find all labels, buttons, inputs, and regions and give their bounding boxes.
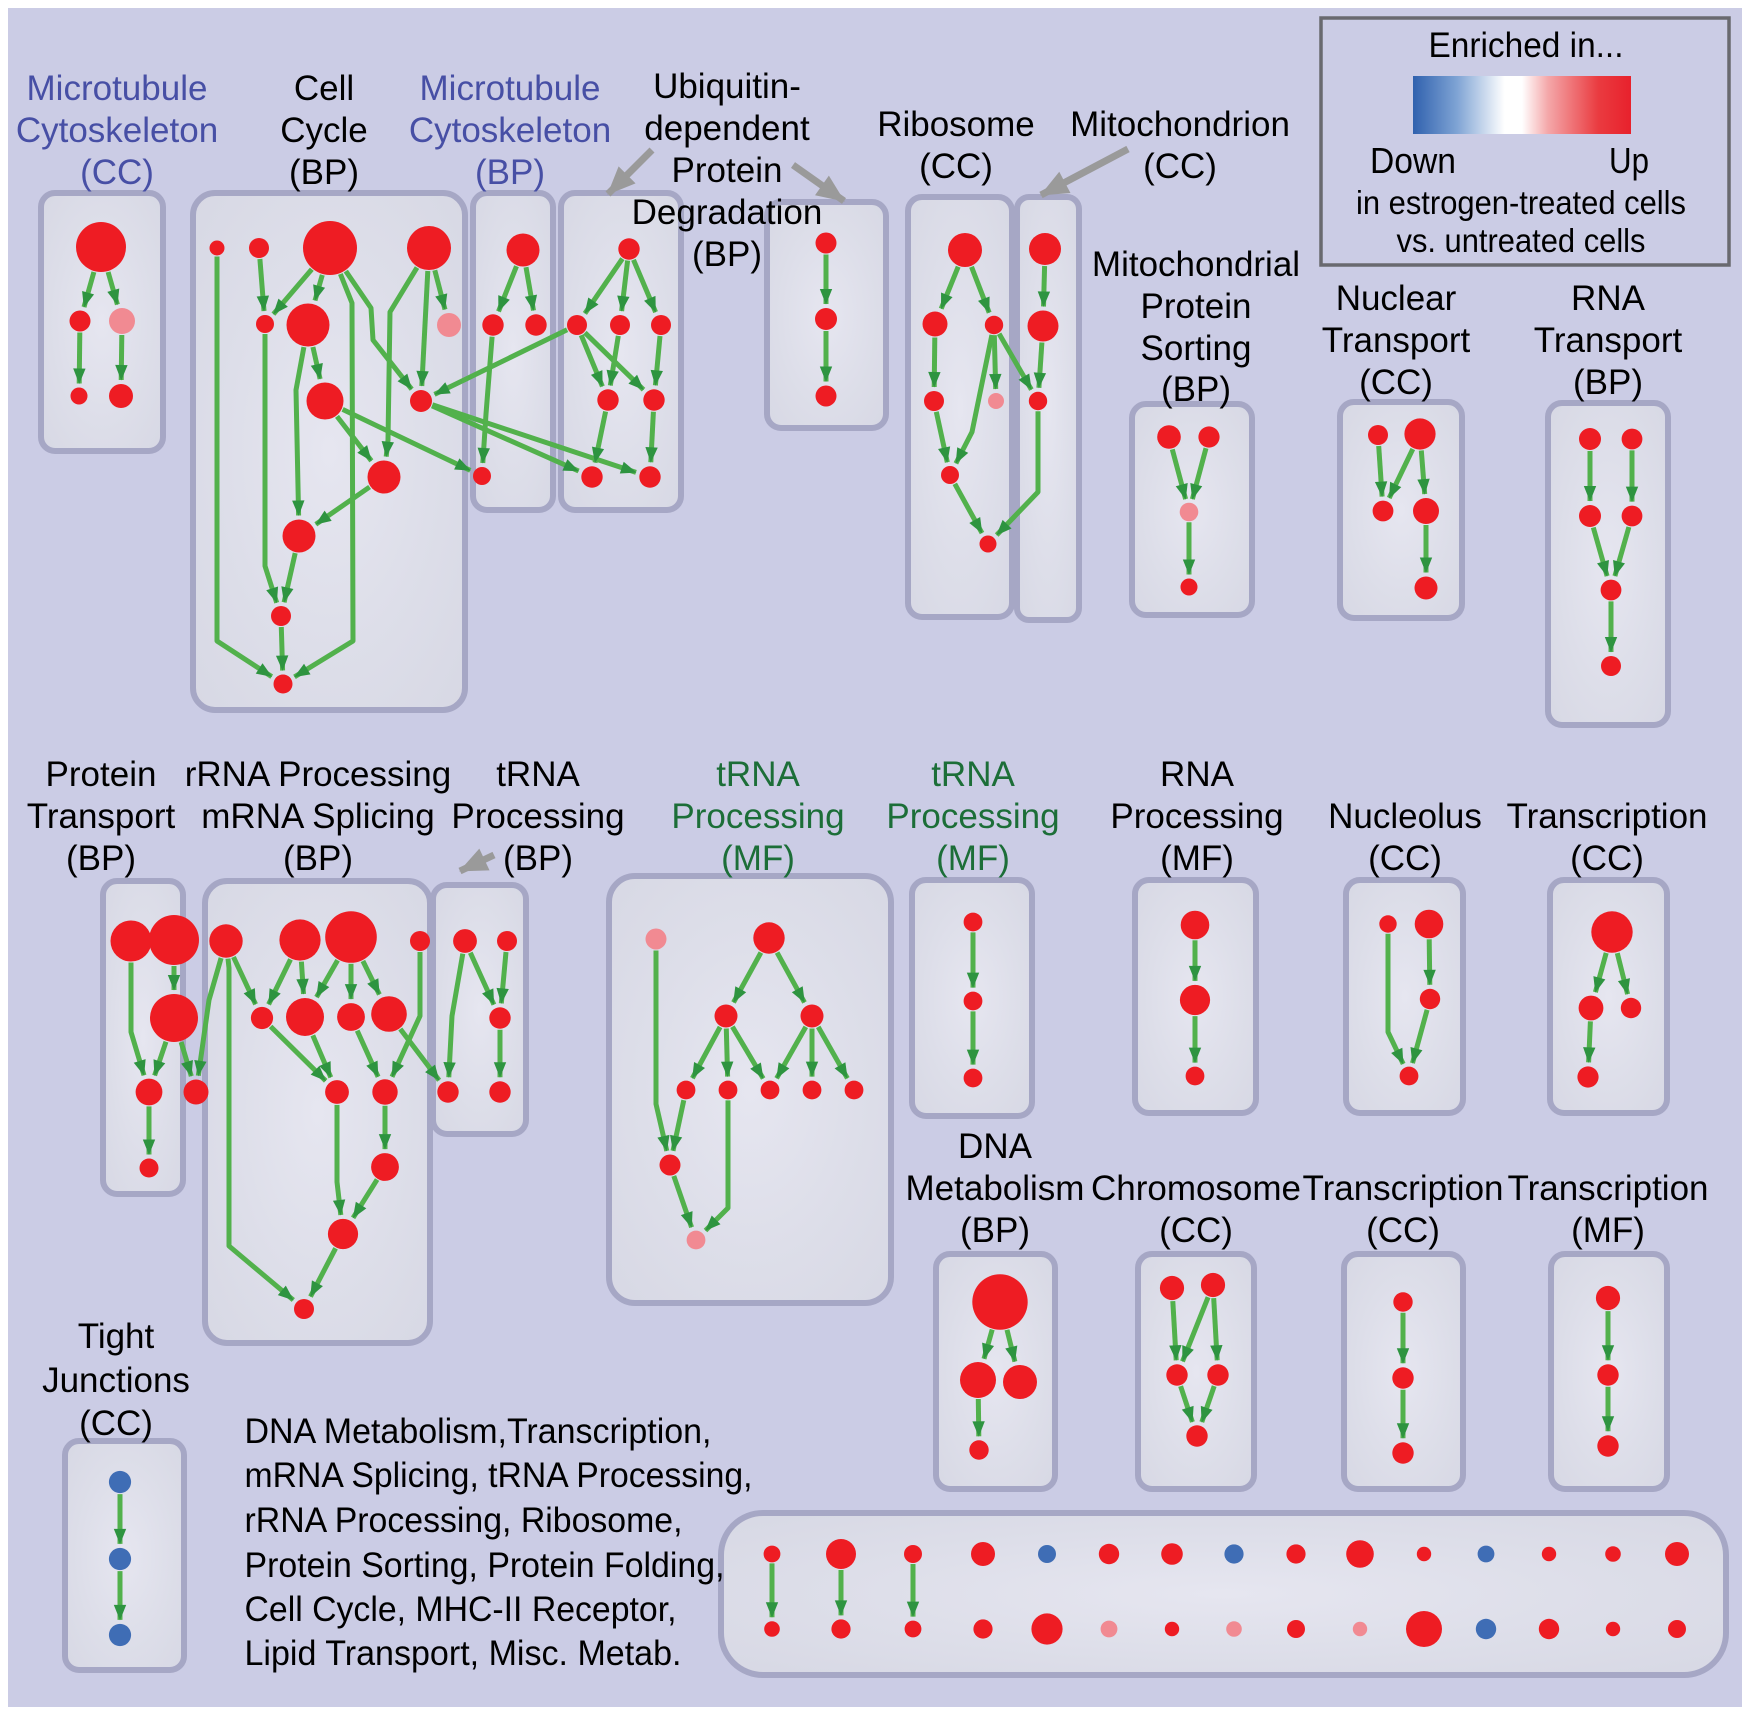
svg-text:(BP): (BP) [692, 235, 762, 274]
svg-text:Cycle: Cycle [280, 111, 368, 150]
svg-text:Metabolism: Metabolism [906, 1169, 1085, 1208]
svg-text:Transport: Transport [27, 797, 176, 836]
svg-text:Mitochondrial: Mitochondrial [1092, 245, 1300, 284]
svg-text:Protein: Protein [1141, 287, 1252, 326]
svg-text:(MF): (MF) [1571, 1211, 1645, 1250]
svg-text:Protein: Protein [672, 151, 783, 190]
svg-text:(BP): (BP) [283, 839, 353, 878]
svg-text:Transcription: Transcription [1507, 797, 1708, 836]
svg-text:DNA: DNA [958, 1127, 1033, 1166]
svg-text:Cytoskeleton: Cytoskeleton [409, 111, 611, 150]
svg-text:Cell Cycle, MHC-II Receptor,: Cell Cycle, MHC-II Receptor, [245, 1590, 677, 1629]
svg-text:Microtubule: Microtubule [420, 69, 601, 108]
svg-text:rRNA Processing, Ribosome,: rRNA Processing, Ribosome, [245, 1501, 683, 1540]
svg-text:(CC): (CC) [919, 147, 993, 186]
svg-text:(CC): (CC) [1159, 1211, 1233, 1250]
svg-text:Lipid Transport, Misc. Metab.: Lipid Transport, Misc. Metab. [245, 1634, 682, 1673]
svg-text:Degradation: Degradation [632, 193, 823, 232]
svg-text:RNA: RNA [1571, 279, 1646, 318]
svg-text:(CC): (CC) [1143, 147, 1217, 186]
svg-text:Chromosome: Chromosome [1091, 1169, 1301, 1208]
svg-text:tRNA: tRNA [716, 755, 800, 794]
svg-text:Up: Up [1609, 140, 1649, 181]
svg-text:Processing: Processing [671, 797, 844, 836]
svg-text:(CC): (CC) [79, 1404, 153, 1443]
svg-text:Processing: Processing [451, 797, 624, 836]
svg-text:Transport: Transport [1322, 321, 1471, 360]
svg-text:Processing: Processing [886, 797, 1059, 836]
svg-text:Ubiquitin-: Ubiquitin- [653, 67, 801, 106]
svg-text:(BP): (BP) [960, 1211, 1030, 1250]
svg-text:(CC): (CC) [1366, 1211, 1440, 1250]
svg-text:Nucleolus: Nucleolus [1328, 797, 1482, 836]
svg-text:(CC): (CC) [1359, 363, 1433, 402]
svg-text:mRNA Splicing, tRNA Processing: mRNA Splicing, tRNA Processing, [245, 1456, 753, 1495]
svg-text:Protein: Protein [46, 755, 157, 794]
svg-text:Transcription: Transcription [1303, 1169, 1504, 1208]
svg-text:Transport: Transport [1534, 321, 1683, 360]
svg-text:(BP): (BP) [503, 839, 573, 878]
svg-text:(BP): (BP) [66, 839, 136, 878]
svg-text:(CC): (CC) [80, 153, 154, 192]
svg-text:Microtubule: Microtubule [27, 69, 208, 108]
svg-text:DNA Metabolism,Transcription,: DNA Metabolism,Transcription, [245, 1412, 712, 1451]
svg-text:Mitochondrion: Mitochondrion [1070, 105, 1290, 144]
svg-text:(BP): (BP) [1161, 370, 1231, 409]
svg-text:(CC): (CC) [1368, 839, 1442, 878]
svg-text:(MF): (MF) [1160, 839, 1234, 878]
svg-text:Cell: Cell [294, 69, 354, 108]
svg-text:tRNA: tRNA [496, 755, 580, 794]
svg-text:Ribosome: Ribosome [877, 105, 1035, 144]
svg-text:mRNA Splicing: mRNA Splicing [201, 797, 434, 836]
svg-text:tRNA: tRNA [931, 755, 1015, 794]
svg-text:(CC): (CC) [1570, 839, 1644, 878]
svg-text:Transcription: Transcription [1508, 1169, 1709, 1208]
svg-text:Nuclear: Nuclear [1336, 279, 1457, 318]
svg-text:Protein Sorting, Protein Foldi: Protein Sorting, Protein Folding, [245, 1546, 725, 1585]
svg-text:Down: Down [1370, 140, 1456, 181]
svg-text:rRNA Processing: rRNA Processing [185, 755, 451, 794]
svg-text:in estrogen-treated cells: in estrogen-treated cells [1356, 184, 1686, 221]
svg-text:vs. untreated cells: vs. untreated cells [1397, 222, 1646, 259]
svg-text:(MF): (MF) [721, 839, 795, 878]
svg-text:(BP): (BP) [289, 153, 359, 192]
svg-text:Sorting: Sorting [1141, 329, 1252, 368]
svg-text:Tight: Tight [78, 1317, 155, 1356]
svg-text:Junctions: Junctions [42, 1361, 190, 1400]
svg-text:Cytoskeleton: Cytoskeleton [16, 111, 218, 150]
svg-text:RNA: RNA [1160, 755, 1235, 794]
svg-text:Enriched in...: Enriched in... [1429, 26, 1624, 65]
svg-text:Processing: Processing [1110, 797, 1283, 836]
svg-text:(BP): (BP) [475, 153, 545, 192]
svg-text:(BP): (BP) [1573, 363, 1643, 402]
svg-text:dependent: dependent [644, 109, 810, 148]
svg-text:(MF): (MF) [936, 839, 1010, 878]
